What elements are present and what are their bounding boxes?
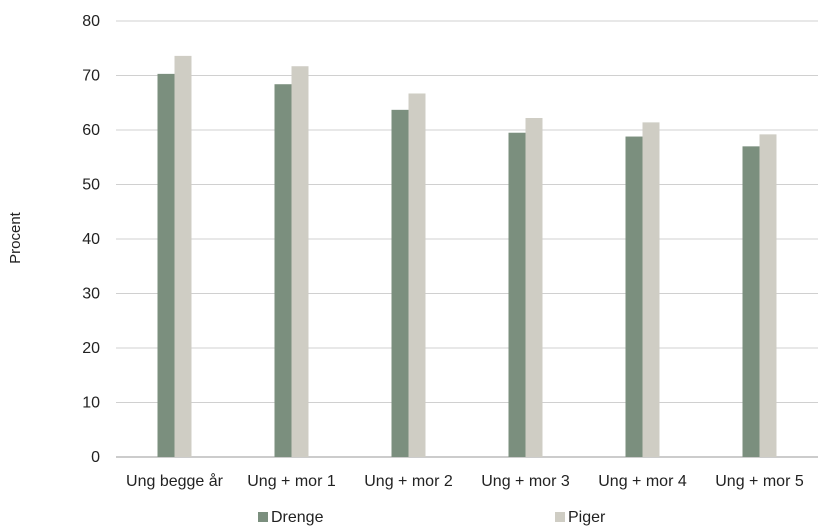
y-tick-label: 30 [82,286,100,303]
legend: Drenge Piger [258,509,606,526]
bar-piger [408,93,426,458]
x-tick-label: Ung begge år [126,472,224,490]
legend-label-drenge: Drenge [271,509,324,526]
y-tick-label: 60 [82,122,100,139]
bar-drenge [157,73,175,458]
y-axis-title: Procent [7,211,24,264]
x-tick-label: Ung + mor 2 [364,473,453,490]
legend-swatch-piger [555,512,565,522]
bar-drenge [625,136,643,458]
x-axis-ticks: Ung begge år Ung + mor 1 Ung + mor 2 Ung + … [126,472,804,490]
y-tick-label: 70 [82,68,100,85]
y-tick-label: 0 [91,449,100,466]
legend-swatch-drenge [258,512,268,522]
x-tick-label: Ung + mor 4 [598,473,687,490]
bar-piger [174,55,192,457]
bars [157,55,777,458]
y-tick-label: 40 [82,231,100,248]
gridlines [116,20,818,458]
y-axis-ticks: 0 10 20 30 40 50 60 70 80 [82,13,100,466]
x-tick-label: Ung + mor 5 [715,473,804,490]
x-tick-label: Ung + mor 3 [481,473,570,490]
bar-piger [525,118,543,457]
bar-drenge [742,146,760,457]
bar-drenge [274,84,292,457]
bar-piger [642,122,660,458]
y-tick-label: 10 [82,395,100,412]
bar-drenge [508,132,526,457]
x-tick-label: Ung + mor 1 [247,473,336,490]
y-tick-label: 50 [82,177,100,194]
y-tick-label: 80 [82,13,100,30]
legend-label-piger: Piger [568,509,606,526]
bar-piger [759,134,777,458]
bar-piger [291,66,309,458]
bar-drenge [391,109,409,458]
y-tick-label: 20 [82,340,100,357]
